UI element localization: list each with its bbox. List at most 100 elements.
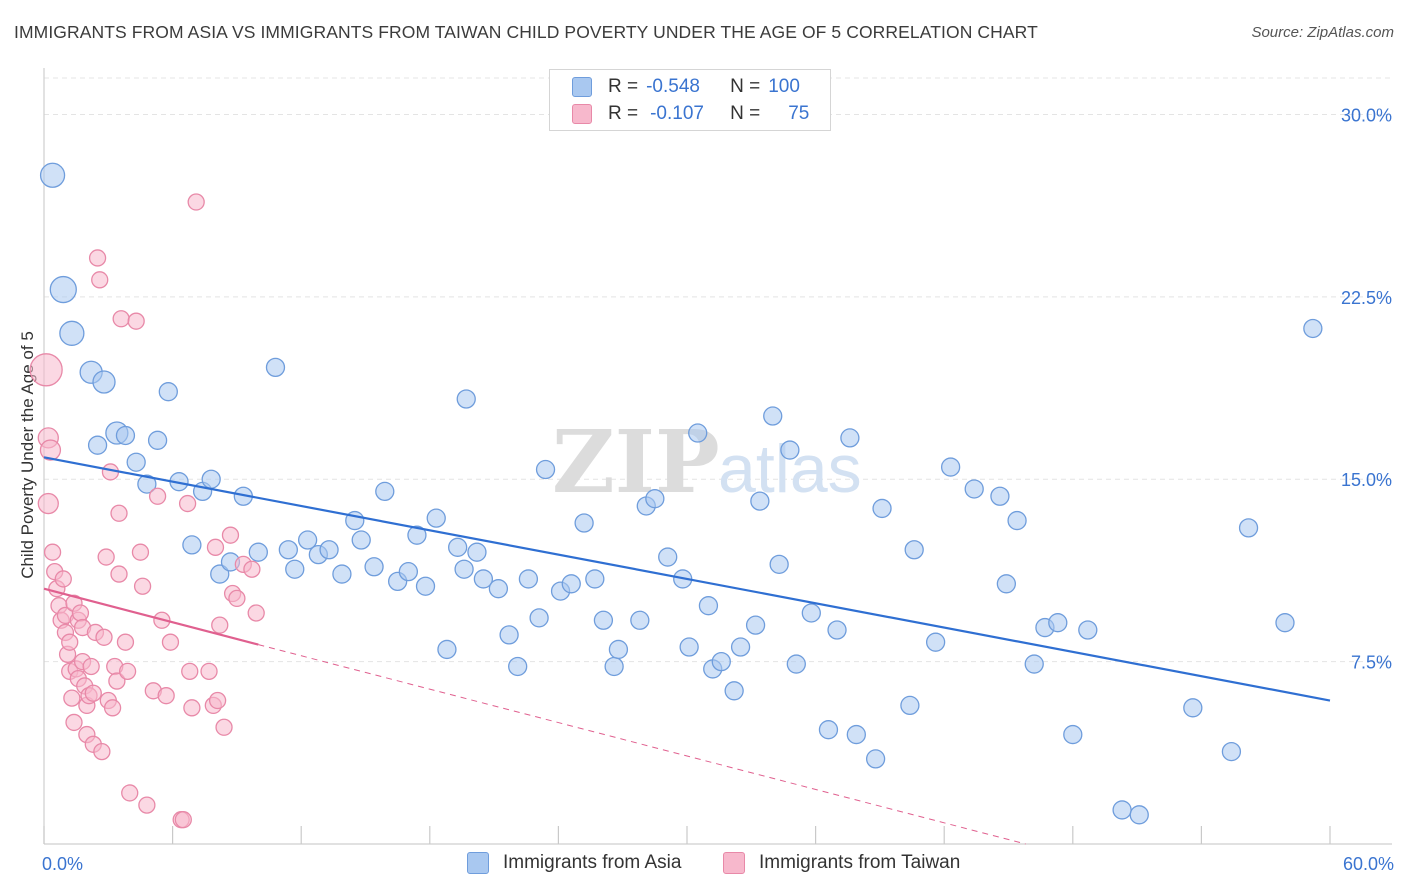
taiwan-point — [88, 249, 107, 267]
asia-point — [351, 530, 371, 550]
asia-point — [297, 530, 318, 550]
taiwan-point — [181, 662, 199, 680]
y-tick-label: 7.5% — [1351, 653, 1392, 673]
taiwan-point — [91, 271, 109, 289]
asia-point — [786, 654, 806, 674]
asia-point — [456, 389, 476, 409]
legend-item-taiwan[interactable]: Immigrants from Taiwan — [723, 852, 960, 874]
asia-point — [1238, 518, 1259, 538]
asia-legend-swatch-icon — [467, 852, 489, 874]
asia-point — [278, 540, 298, 560]
asia-point — [201, 469, 221, 489]
asia-point — [865, 749, 886, 769]
asia-point — [126, 452, 146, 472]
asia-trendline — [43, 456, 1331, 702]
taiwan-legend-swatch-icon — [723, 852, 745, 874]
asia-point — [561, 574, 581, 594]
asia-point — [940, 457, 961, 477]
asia-point — [1048, 613, 1068, 633]
taiwan-point — [37, 492, 59, 515]
asia-point — [59, 320, 85, 346]
taiwan-point — [71, 604, 90, 622]
asia-point — [574, 513, 594, 533]
asia-point — [645, 489, 665, 509]
asia-point — [415, 576, 436, 596]
y-tick-label: 22.5% — [1341, 288, 1392, 308]
asia-point — [248, 542, 268, 562]
asia-point — [92, 370, 116, 394]
y-tick-label: 15.0% — [1341, 470, 1392, 490]
taiwan-point — [118, 662, 137, 680]
taiwan-point — [43, 543, 62, 561]
taiwan-point — [133, 577, 152, 595]
taiwan-n-label: N = — [730, 103, 761, 124]
asia-n-value: 100 — [768, 76, 800, 97]
asia-point — [593, 610, 614, 630]
asia-point — [730, 637, 751, 657]
asia-point — [608, 639, 629, 660]
asia-point — [679, 637, 699, 657]
asia-point — [711, 651, 731, 672]
taiwan-point — [112, 310, 130, 328]
taiwan-point — [82, 657, 100, 676]
asia-point — [780, 440, 800, 460]
asia-point — [630, 610, 650, 630]
asia-point — [658, 547, 678, 567]
taiwan-point — [108, 672, 126, 690]
taiwan-point — [116, 633, 135, 651]
taiwan-point — [208, 691, 227, 710]
asia-point — [818, 720, 839, 740]
asia-n-label: N = — [730, 76, 761, 97]
asia-point — [925, 632, 946, 652]
taiwan-point — [138, 796, 156, 814]
asia-point — [454, 559, 474, 579]
legend-label-taiwan: Immigrants from Taiwan — [759, 852, 961, 873]
taiwan-point — [97, 548, 115, 566]
taiwan-point — [211, 616, 229, 634]
y-tick-label: 30.0% — [1341, 105, 1392, 125]
taiwan-point — [63, 689, 81, 707]
chart-title: IMMIGRANTS FROM ASIA VS IMMIGRANTS FROM … — [14, 22, 1038, 42]
taiwan-point — [110, 565, 128, 583]
y-axis-label: Child Poverty Under the Age of 5 — [18, 331, 37, 579]
legend-label-asia: Immigrants from Asia — [503, 852, 682, 873]
asia-point — [407, 525, 427, 545]
asia-point — [448, 537, 468, 557]
taiwan-trendline-extension — [258, 644, 1026, 845]
legend-item-asia[interactable]: Immigrants from Asia — [467, 852, 681, 874]
asia-point — [39, 162, 66, 188]
taiwan-point — [247, 604, 265, 622]
asia-point — [332, 564, 352, 584]
taiwan-point — [29, 353, 63, 387]
taiwan-r-label: R = — [608, 103, 639, 124]
stats-legend-taiwan: R = -0.107 N = 75 — [572, 101, 809, 127]
asia-point — [210, 564, 230, 584]
asia-point — [1063, 724, 1083, 745]
asia-point — [688, 423, 708, 443]
asia-point — [745, 615, 766, 635]
asia-point — [840, 428, 860, 448]
asia-point — [1275, 613, 1295, 633]
asia-point — [1303, 318, 1323, 339]
asia-point — [518, 569, 539, 589]
taiwan-r-value: -0.107 — [650, 103, 704, 124]
asia-point — [1024, 654, 1044, 674]
taiwan-point — [121, 784, 139, 802]
taiwan-point — [61, 633, 79, 651]
taiwan-point — [93, 742, 111, 761]
taiwan-point — [161, 633, 180, 651]
taiwan-point — [95, 628, 113, 646]
taiwan-point — [148, 487, 167, 505]
asia-point — [750, 491, 770, 511]
asia-point — [535, 459, 556, 480]
asia-point — [285, 559, 305, 579]
asia-point — [488, 579, 509, 599]
taiwan-point — [157, 687, 175, 705]
asia-point — [1129, 805, 1149, 825]
asia-point — [508, 656, 528, 677]
asia-point — [87, 435, 108, 455]
taiwan-point — [54, 570, 72, 588]
asia-point — [801, 603, 821, 623]
source-label: Source: ZipAtlas.com — [1251, 24, 1394, 41]
